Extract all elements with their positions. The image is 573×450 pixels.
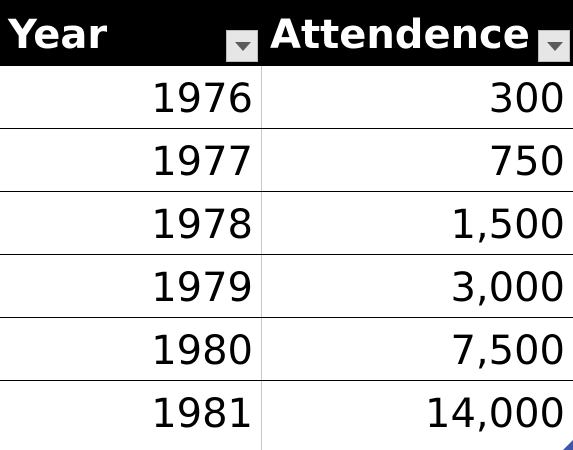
attendance-cell[interactable]: 14,000 bbox=[425, 391, 565, 437]
table-row: 1977 750 bbox=[0, 129, 573, 192]
filter-dropdown-button-attendance[interactable] bbox=[538, 30, 570, 62]
year-cell[interactable]: 1978 bbox=[0, 192, 262, 254]
table-row: 1980 7,500 bbox=[0, 318, 573, 381]
table-row: 1976 300 bbox=[0, 66, 573, 129]
year-cell[interactable]: 1979 bbox=[0, 255, 262, 317]
header-label-year: Year bbox=[8, 12, 108, 58]
chevron-down-icon bbox=[547, 42, 563, 51]
attendance-cell[interactable]: 3,000 bbox=[450, 265, 565, 311]
table-row: 1979 3,000 bbox=[0, 255, 573, 318]
attendance-cell[interactable]: 750 bbox=[488, 139, 565, 185]
header-cell-attendance[interactable]: Attendence bbox=[262, 0, 573, 66]
table-header-row: Year Attendence bbox=[0, 0, 573, 66]
year-cell[interactable]: 1977 bbox=[0, 129, 262, 191]
attendance-cell[interactable]: 7,500 bbox=[450, 328, 565, 374]
year-cell[interactable]: 1981 bbox=[0, 381, 262, 450]
header-cell-year[interactable]: Year bbox=[0, 0, 262, 66]
table-row: 1978 1,500 bbox=[0, 192, 573, 255]
chevron-down-icon bbox=[235, 42, 251, 51]
table-row: 1981 14,000 bbox=[0, 381, 573, 450]
header-label-attendance: Attendence bbox=[270, 12, 530, 58]
attendance-cell[interactable]: 1,500 bbox=[450, 202, 565, 248]
resize-handle-icon[interactable] bbox=[563, 440, 573, 450]
attendance-cell[interactable]: 300 bbox=[488, 76, 565, 122]
year-cell[interactable]: 1980 bbox=[0, 318, 262, 380]
filter-dropdown-button-year[interactable] bbox=[226, 30, 258, 62]
year-cell[interactable]: 1976 bbox=[0, 66, 262, 128]
